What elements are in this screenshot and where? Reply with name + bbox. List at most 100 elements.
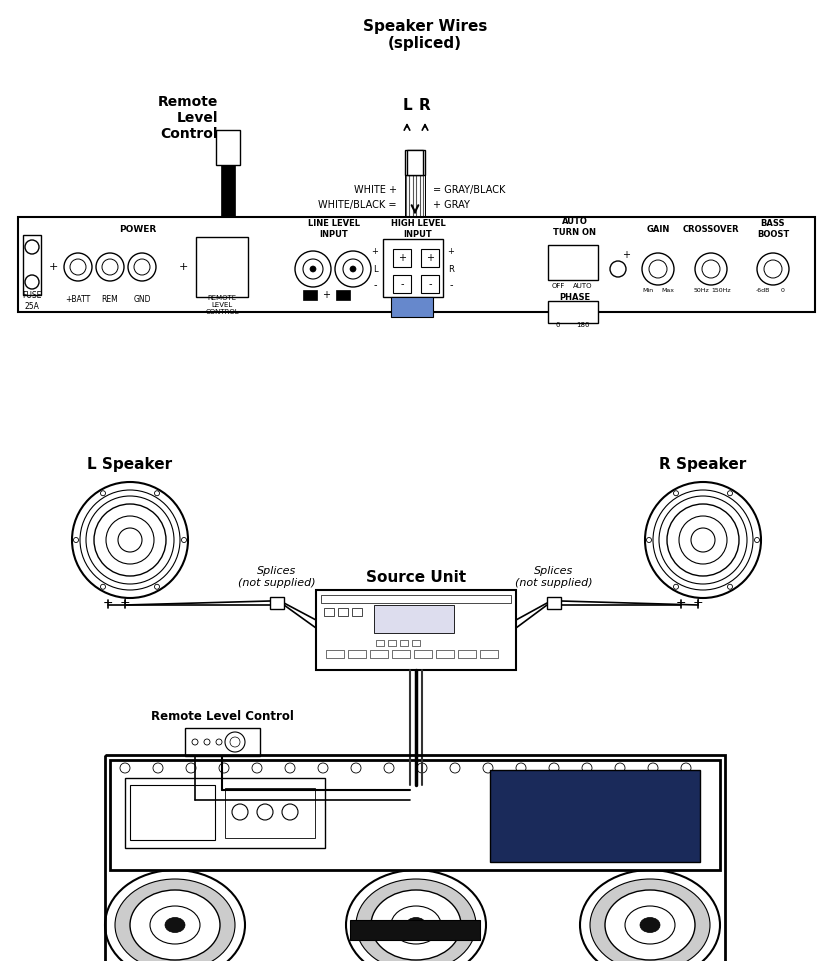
Text: R: R — [419, 97, 431, 112]
Circle shape — [72, 482, 188, 598]
Text: 50Hz: 50Hz — [693, 288, 709, 293]
Bar — [303, 290, 317, 300]
Bar — [225, 788, 315, 838]
Bar — [393, 275, 411, 293]
Circle shape — [101, 584, 106, 589]
Ellipse shape — [346, 870, 486, 961]
Circle shape — [755, 537, 760, 543]
Ellipse shape — [105, 870, 245, 961]
Circle shape — [154, 584, 159, 589]
Text: -: - — [449, 280, 453, 290]
Bar — [414, 650, 432, 658]
Text: Speaker Wires
(spliced): Speaker Wires (spliced) — [363, 19, 487, 51]
Text: Remote Level Control: Remote Level Control — [151, 709, 293, 723]
Bar — [338, 608, 348, 616]
Text: 0: 0 — [781, 288, 785, 293]
Text: REM: REM — [102, 294, 118, 304]
Bar — [352, 608, 362, 616]
Circle shape — [204, 739, 210, 745]
Bar — [374, 605, 454, 633]
Text: +: + — [426, 253, 434, 263]
Bar — [391, 297, 433, 317]
Bar — [458, 650, 476, 658]
Text: +: + — [120, 597, 130, 609]
Circle shape — [25, 275, 39, 289]
Circle shape — [216, 739, 222, 745]
Bar — [421, 275, 439, 293]
Bar — [270, 597, 284, 609]
Circle shape — [94, 504, 166, 576]
Text: AUTO: AUTO — [573, 283, 593, 289]
Circle shape — [101, 491, 106, 496]
Circle shape — [727, 584, 732, 589]
Bar — [370, 650, 388, 658]
Circle shape — [70, 259, 86, 275]
Circle shape — [667, 504, 739, 576]
Bar — [336, 290, 350, 300]
Circle shape — [642, 253, 674, 285]
Ellipse shape — [640, 918, 660, 932]
Bar — [400, 640, 408, 646]
Circle shape — [417, 763, 427, 773]
Text: FUSE
25A: FUSE 25A — [22, 291, 42, 310]
Circle shape — [615, 763, 625, 773]
Circle shape — [86, 496, 174, 584]
Bar — [350, 920, 480, 940]
Circle shape — [757, 253, 789, 285]
Circle shape — [343, 259, 363, 279]
Text: POWER: POWER — [119, 225, 157, 234]
Circle shape — [549, 763, 559, 773]
Ellipse shape — [580, 870, 720, 961]
Bar — [221, 165, 235, 217]
Bar — [412, 640, 420, 646]
Circle shape — [303, 259, 323, 279]
Circle shape — [679, 516, 727, 564]
Circle shape — [516, 763, 526, 773]
Bar — [490, 770, 700, 862]
Circle shape — [764, 260, 782, 278]
Text: WHITE +: WHITE + — [354, 185, 397, 195]
Text: −: − — [102, 597, 113, 609]
Circle shape — [674, 584, 679, 589]
Ellipse shape — [371, 890, 461, 960]
Bar — [548, 245, 598, 280]
Text: BASS
BOOST: BASS BOOST — [757, 219, 789, 238]
Circle shape — [646, 537, 651, 543]
Ellipse shape — [590, 879, 710, 961]
Text: AUTO
TURN ON: AUTO TURN ON — [553, 217, 596, 236]
Text: L: L — [372, 264, 377, 274]
Text: OFF: OFF — [551, 283, 565, 289]
Bar — [316, 590, 516, 670]
Circle shape — [225, 732, 245, 752]
Text: R: R — [448, 264, 454, 274]
Text: 180: 180 — [576, 322, 590, 328]
Text: +BATT: +BATT — [65, 294, 91, 304]
Circle shape — [674, 491, 679, 496]
Circle shape — [252, 763, 262, 773]
Text: +: + — [622, 250, 630, 260]
Bar — [405, 175, 425, 217]
Text: L: L — [308, 292, 312, 298]
Circle shape — [153, 763, 163, 773]
Bar — [23, 235, 41, 295]
Circle shape — [232, 804, 248, 820]
Circle shape — [351, 763, 361, 773]
Bar — [480, 650, 498, 658]
Bar — [125, 778, 325, 848]
Circle shape — [295, 251, 331, 287]
Bar — [392, 650, 410, 658]
Circle shape — [64, 253, 92, 281]
Bar — [110, 760, 720, 870]
Text: L Speaker: L Speaker — [87, 457, 172, 473]
Text: + GRAY: + GRAY — [433, 200, 470, 210]
Bar — [130, 785, 215, 840]
Bar — [216, 130, 240, 165]
Bar — [407, 150, 423, 175]
Circle shape — [257, 804, 273, 820]
Circle shape — [649, 260, 667, 278]
Circle shape — [282, 804, 298, 820]
Text: +: + — [322, 290, 330, 300]
Bar — [185, 728, 260, 756]
Circle shape — [192, 739, 198, 745]
Circle shape — [73, 537, 78, 543]
